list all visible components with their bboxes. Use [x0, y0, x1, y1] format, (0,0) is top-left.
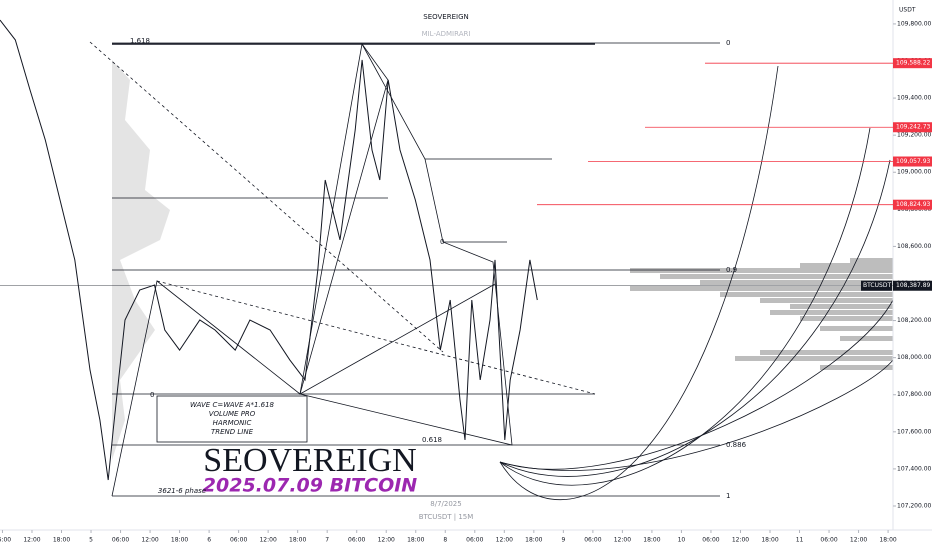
y-tick-label: 108,200.00 — [897, 317, 932, 324]
date-caption: 2025.07.09 BITCOIN — [203, 475, 417, 497]
x-tick-label: 12:00 — [614, 537, 631, 544]
annotation: 0.886 — [726, 441, 747, 449]
x-tick-label: 18:00 — [171, 537, 188, 544]
price-label-box — [893, 122, 932, 133]
price-label-box — [893, 156, 932, 167]
info-line: WAVE C=WAVE A*1.618 — [190, 401, 275, 409]
annotation: 0 — [726, 39, 730, 47]
y-tick-label: 109,000.00 — [897, 169, 932, 176]
x-tick-label: 06:00 — [584, 537, 601, 544]
price-line — [0, 19, 538, 481]
price-label: 109,057.93 — [896, 158, 931, 165]
x-tick-label: 10 — [678, 537, 686, 544]
x-tick-label: 18:00 — [407, 537, 424, 544]
x-tick-label: 6 — [207, 537, 211, 544]
price-label-box — [893, 280, 932, 291]
annotation: 0.9 — [726, 266, 737, 274]
annotation: 0.618 — [422, 436, 442, 444]
price-label: 108,824.93 — [896, 201, 931, 208]
x-tick-label: 12:00 — [850, 537, 867, 544]
x-tick-label: 06:00 — [820, 537, 837, 544]
x-tick-label: 06:00 — [702, 537, 719, 544]
x-tick-label: 06:00 — [112, 537, 129, 544]
x-tick-label: 5 — [89, 537, 93, 544]
y-tick-label: 107,800.00 — [897, 391, 932, 398]
symbol-label: BTCUSDT — [863, 282, 891, 289]
x-tick-label: 12:00 — [378, 537, 395, 544]
x-tick-label: 12:00 — [141, 537, 158, 544]
x-tick-label: 06:00 — [0, 537, 11, 544]
y-tick-label: 107,400.00 — [897, 465, 932, 472]
watermark: SEOVEREIGN — [203, 442, 416, 479]
phase: 3621-6 phase — [158, 487, 206, 495]
volume-profile — [630, 258, 893, 370]
currency: USDT — [899, 7, 916, 14]
x-tick-label: 18:00 — [289, 537, 306, 544]
annotation: 1.618 — [130, 37, 150, 45]
x-tick-label: 7 — [325, 537, 329, 544]
x-tick-label: 18:00 — [525, 537, 542, 544]
x-tick-label: 06:00 — [230, 537, 247, 544]
price-label: 109,242.73 — [896, 124, 931, 131]
symbol-footer: BTCUSDT | 15M — [419, 513, 474, 521]
x-tick-label: 12:00 — [259, 537, 276, 544]
x-tick-label: 11 — [796, 537, 804, 544]
date-footer: 8/7/2025 — [430, 500, 461, 508]
volume-profile — [112, 60, 170, 460]
y-tick-label: 107,200.00 — [897, 502, 932, 509]
x-tick-label: 18:00 — [761, 537, 778, 544]
price-label: 108,387.89 — [896, 282, 931, 289]
x-tick-label: 06:00 — [348, 537, 365, 544]
x-tick-label: 18:00 — [53, 537, 70, 544]
price-label-box — [893, 199, 932, 210]
symbol-label-box — [861, 280, 892, 291]
annotation: 0 — [440, 238, 444, 246]
x-tick-label: 12:00 — [496, 537, 513, 544]
price-label: 109,588.22 — [896, 60, 931, 67]
x-tick-label: 06:00 — [466, 537, 483, 544]
price-label-box — [893, 58, 932, 69]
subtitle: MIL-ADMIRARI — [422, 30, 471, 38]
x-tick-label: 9 — [561, 537, 565, 544]
x-tick-label: 18:00 — [879, 537, 896, 544]
y-tick-label: 109,200.00 — [897, 132, 932, 139]
y-tick-label: 109,400.00 — [897, 95, 932, 102]
y-tick-label: 107,600.00 — [897, 428, 932, 435]
info-box: WAVE C=WAVE A*1.618 VOLUME PRO HARMONIC … — [190, 401, 275, 436]
title: SEOVEREIGN — [423, 13, 468, 21]
x-tick-label: 12:00 — [23, 537, 40, 544]
drawings — [89, 41, 894, 501]
info-line: TREND LINE — [211, 428, 254, 436]
x-tick-label: 8 — [443, 537, 447, 544]
annotation: 0 — [150, 391, 154, 399]
x-tick-label: 12:00 — [732, 537, 749, 544]
info-line: VOLUME PRO — [209, 410, 256, 418]
info-line: HARMONIC — [213, 419, 252, 427]
x-tick-label: 18:00 — [643, 537, 660, 544]
y-tick-label: 108,600.00 — [897, 243, 932, 250]
y-tick-label: 109,800.00 — [897, 20, 932, 27]
y-tick-label: 108,000.00 — [897, 354, 932, 361]
annotation: 1 — [726, 492, 730, 500]
